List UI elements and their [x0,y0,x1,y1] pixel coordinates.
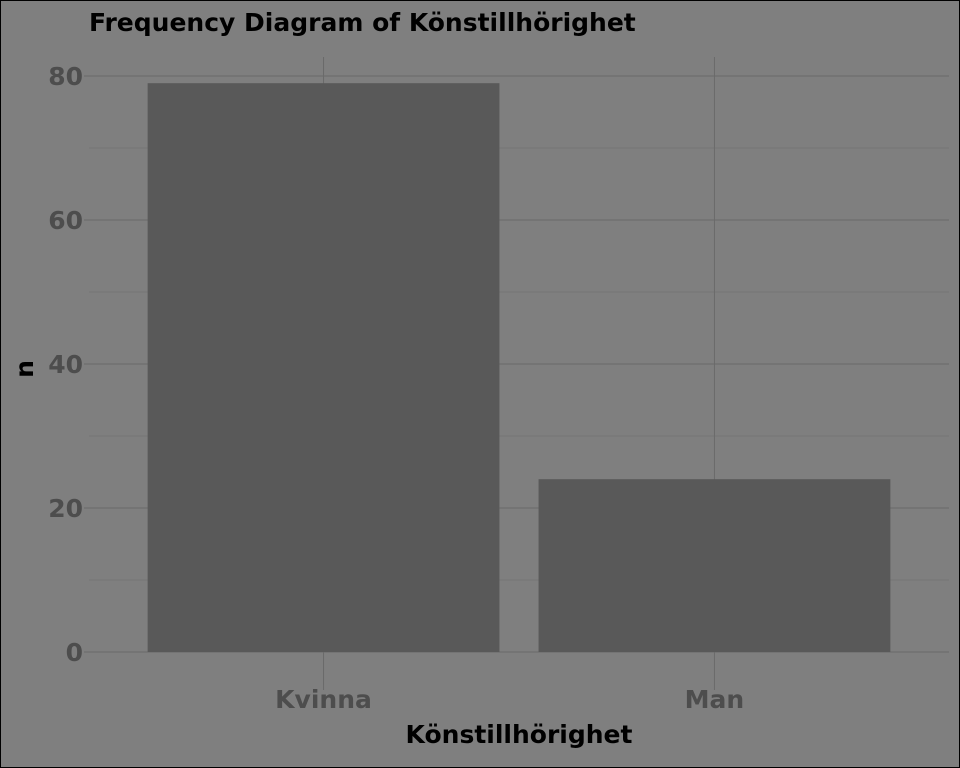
x-tick-label: Kvinna [275,685,372,714]
x-axis-label: Könstillhörighet [406,720,633,749]
y-tick-label: 60 [48,206,83,235]
chart-title: Frequency Diagram of Könstillhörighet [89,8,636,37]
bar-kvinna [147,83,500,652]
y-tick-label: 80 [48,62,83,91]
x-tick-label: Man [685,685,745,714]
bars-layer [147,83,891,652]
ticks-layer: 0 20 40 60 80 Kvinna Man [48,62,744,714]
y-tick-label: 20 [48,494,83,523]
y-tick-label: 40 [48,350,83,379]
bar-man [538,479,891,652]
y-tick-label: 0 [66,638,83,667]
y-axis-label: n [10,360,39,378]
